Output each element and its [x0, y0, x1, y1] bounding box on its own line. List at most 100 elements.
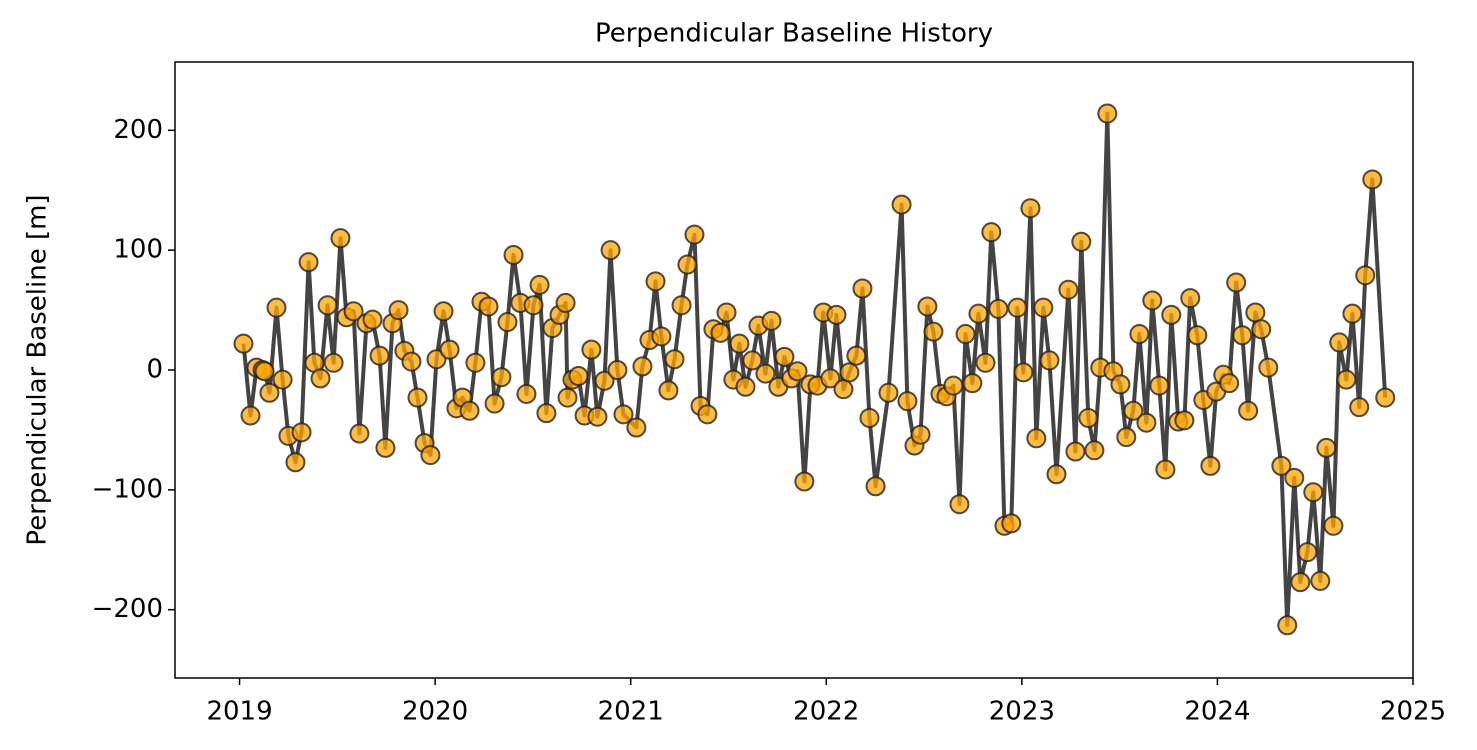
data-point	[820, 368, 841, 389]
data-point	[1161, 304, 1182, 325]
data-point	[981, 222, 1002, 243]
data-point	[1116, 427, 1137, 448]
data-point	[1123, 400, 1144, 421]
data-point	[664, 349, 685, 370]
data-point	[497, 312, 518, 333]
data-point	[1136, 412, 1157, 433]
x-tick-label: 2022	[793, 697, 859, 727]
data-point	[266, 297, 287, 318]
data-point	[729, 333, 750, 354]
data-point	[1187, 325, 1208, 346]
data-point	[291, 422, 312, 443]
data-point	[1310, 570, 1331, 591]
data-point	[1238, 400, 1259, 421]
data-point	[1084, 440, 1105, 461]
y-tick-label: −200	[92, 594, 163, 624]
data-point	[975, 352, 996, 373]
data-point	[240, 405, 261, 426]
data-point	[1290, 572, 1311, 593]
data-point	[774, 346, 795, 367]
data-point	[1342, 303, 1363, 324]
data-point	[910, 424, 931, 445]
y-tick-label: 200	[113, 115, 163, 145]
data-point	[388, 300, 409, 321]
data-point	[1375, 387, 1396, 408]
data-point	[716, 302, 737, 323]
data-point	[310, 368, 331, 389]
data-point	[503, 244, 524, 265]
data-point	[962, 373, 983, 394]
data-point	[1033, 297, 1054, 318]
data-point	[1026, 428, 1047, 449]
data-point	[955, 324, 976, 345]
data-point	[536, 403, 557, 424]
data-point	[465, 352, 486, 373]
y-tick-label: 0	[146, 355, 163, 385]
data-point	[917, 296, 938, 317]
data-point	[826, 304, 847, 325]
data-point	[859, 407, 880, 428]
data-point	[1349, 397, 1370, 418]
data-point	[1174, 410, 1195, 431]
data-point	[587, 406, 608, 427]
data-point	[755, 363, 776, 384]
data-point	[923, 321, 944, 342]
data-point	[298, 252, 319, 273]
data-point	[1271, 455, 1292, 476]
data-point	[1039, 350, 1060, 371]
data-point	[613, 404, 634, 425]
data-point	[626, 417, 647, 438]
data-point	[529, 274, 550, 295]
data-point	[1277, 615, 1298, 636]
data-point	[1155, 459, 1176, 480]
data-point	[439, 339, 460, 360]
data-point	[1316, 437, 1337, 458]
chart-title: Perpendicular Baseline History	[595, 19, 993, 49]
data-point	[478, 296, 499, 317]
data-point	[1323, 515, 1344, 536]
data-point	[375, 437, 396, 458]
data-point	[1007, 297, 1028, 318]
data-point	[897, 391, 918, 412]
data-point	[349, 423, 370, 444]
data-point	[600, 240, 621, 261]
data-point	[433, 301, 454, 322]
data-point	[1284, 467, 1305, 488]
data-point	[1200, 455, 1221, 476]
data-point	[846, 345, 867, 366]
data-point	[787, 361, 808, 382]
data-point	[1110, 374, 1131, 395]
data-point	[285, 452, 306, 473]
data-point	[710, 322, 731, 343]
plot-frame	[174, 61, 1414, 679]
data-point	[594, 370, 615, 391]
data-point	[1329, 332, 1350, 353]
data-point	[568, 365, 589, 386]
data-point	[1013, 362, 1034, 383]
x-tick-label: 2023	[989, 697, 1055, 727]
data-point	[794, 471, 815, 492]
data-point	[323, 352, 344, 373]
data-point	[839, 362, 860, 383]
data-point	[1251, 319, 1272, 340]
data-point	[1336, 369, 1357, 390]
y-tick-label: 100	[113, 235, 163, 265]
x-tick-label: 2019	[206, 697, 272, 727]
data-point	[761, 310, 782, 331]
data-point	[645, 271, 666, 292]
data-point	[677, 254, 698, 275]
data-point	[407, 387, 428, 408]
data-point	[742, 350, 763, 371]
data-point	[607, 360, 628, 380]
data-point	[1071, 231, 1092, 252]
data-point	[943, 375, 964, 396]
data-point	[1001, 513, 1022, 534]
data-point	[878, 382, 899, 403]
data-point	[317, 295, 338, 316]
data-point	[581, 339, 602, 360]
data-point	[1297, 542, 1318, 563]
data-point	[852, 278, 873, 299]
data-point	[658, 380, 679, 401]
data-point	[259, 382, 280, 403]
